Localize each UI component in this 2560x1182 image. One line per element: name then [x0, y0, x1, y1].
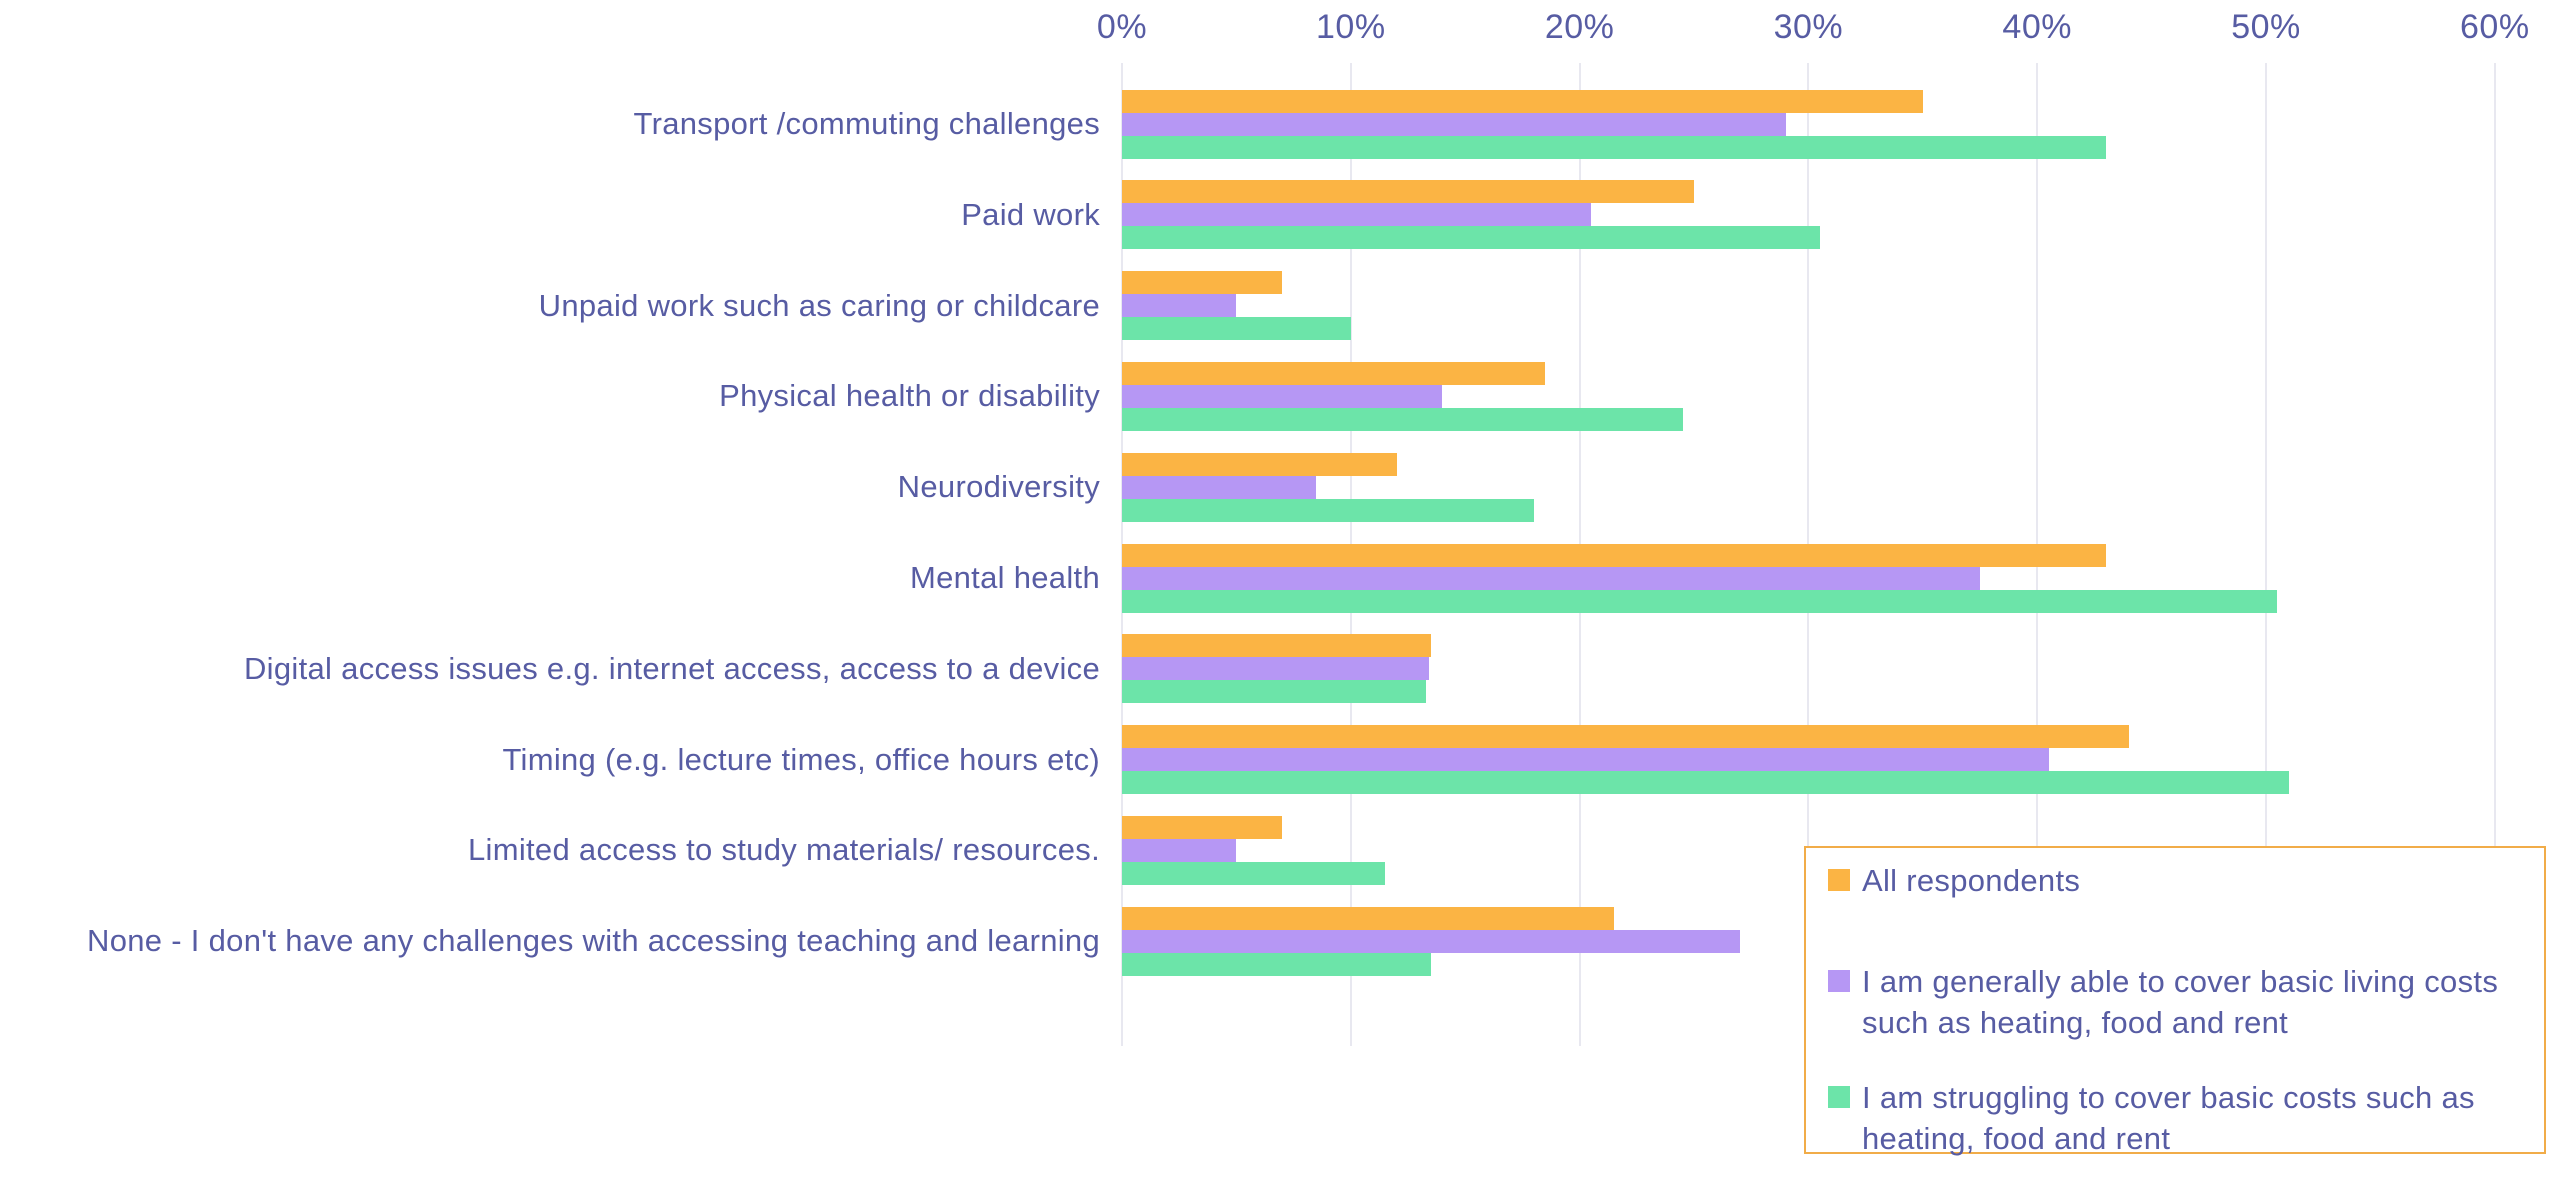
gridline-60% [2493, 63, 2496, 1046]
x-axis-tick-label: 0% [1096, 8, 1148, 46]
bar-series3-row3 [1122, 317, 1351, 341]
x-axis-tick-label: 20% [1544, 8, 1615, 46]
bar-series2-row8 [1122, 748, 2049, 772]
bar-series2-row5 [1122, 475, 1317, 499]
gridline-50% [2265, 63, 2267, 1046]
bar-series2-row3 [1122, 294, 1237, 318]
category-label: Physical health or disability [719, 378, 1100, 414]
bar-series1-row7 [1122, 634, 1431, 658]
x-axis-tick-label: 10% [1316, 8, 1386, 46]
bar-series1-row1 [1122, 89, 1923, 113]
bar-series2-row10 [1122, 929, 1740, 953]
bar-series3-row4 [1122, 407, 1683, 431]
x-axis-tick-label: 50% [2231, 8, 2301, 46]
category-label: Paid work [961, 196, 1100, 232]
x-axis-tick-label: 30% [1773, 8, 1844, 46]
legend-label: I am struggling to cover basic costs suc… [1862, 1080, 2475, 1156]
bar-series3-row5 [1122, 498, 1534, 522]
bar-series1-row8 [1122, 725, 2129, 749]
category-label: Neurodiversity [897, 469, 1100, 505]
bar-series1-row4 [1122, 361, 1546, 385]
x-axis-tick-label: 40% [2002, 8, 2072, 46]
legend-swatch-icon [1828, 869, 1850, 891]
bar-series1-row10 [1122, 906, 1614, 930]
category-label: None - I don't have any challenges with … [87, 923, 1100, 959]
bar-series2-row1 [1122, 112, 1786, 136]
category-label: Mental health [909, 560, 1100, 595]
bar-series1-row2 [1122, 180, 1694, 204]
bar-series3-row7 [1122, 680, 1427, 704]
legend: All respondents I am generally able to co… [1804, 846, 2546, 1156]
x-axis-tick-label: 60% [2460, 8, 2530, 46]
bar-series2-row2 [1122, 203, 1592, 227]
bar-series3-row6 [1122, 589, 2278, 613]
bar-series2-row7 [1122, 657, 1429, 681]
bar-series1-row9 [1122, 815, 1283, 839]
legend-entry: All respondents [1828, 860, 2522, 901]
bar-series1-row6 [1122, 543, 2106, 567]
category-label: Timing (e.g. lecture times, office hours… [502, 741, 1100, 777]
bar-series2-row9 [1122, 838, 1237, 862]
category-label: Limited access to study materials/ resou… [467, 832, 1100, 868]
legend-entry: I am generally able to cover basic livin… [1828, 961, 2522, 1043]
category-label: Transport /commuting challenges [633, 106, 1100, 141]
legend-label: All respondents [1862, 863, 2081, 898]
category-label: Unpaid work such as caring or childcare [538, 287, 1100, 323]
legend-label: I am generally able to cover basic livin… [1862, 964, 2499, 1040]
bar-series3-row2 [1122, 226, 1820, 250]
bar-series1-row5 [1122, 452, 1397, 476]
legend-swatch-icon [1828, 970, 1850, 992]
bar-series2-row4 [1122, 384, 1443, 408]
legend-entry: I am struggling to cover basic costs suc… [1828, 1077, 2522, 1159]
bar-series2-row6 [1122, 566, 1980, 590]
bar-series3-row9 [1122, 861, 1386, 885]
bar-series3-row10 [1122, 952, 1431, 976]
legend-swatch-icon [1828, 1086, 1850, 1108]
bar-series3-row1 [1122, 135, 2106, 159]
bar-series1-row3 [1122, 271, 1283, 295]
category-label: Digital access issues e.g. internet acce… [244, 650, 1100, 686]
bar-series3-row8 [1122, 771, 2289, 795]
